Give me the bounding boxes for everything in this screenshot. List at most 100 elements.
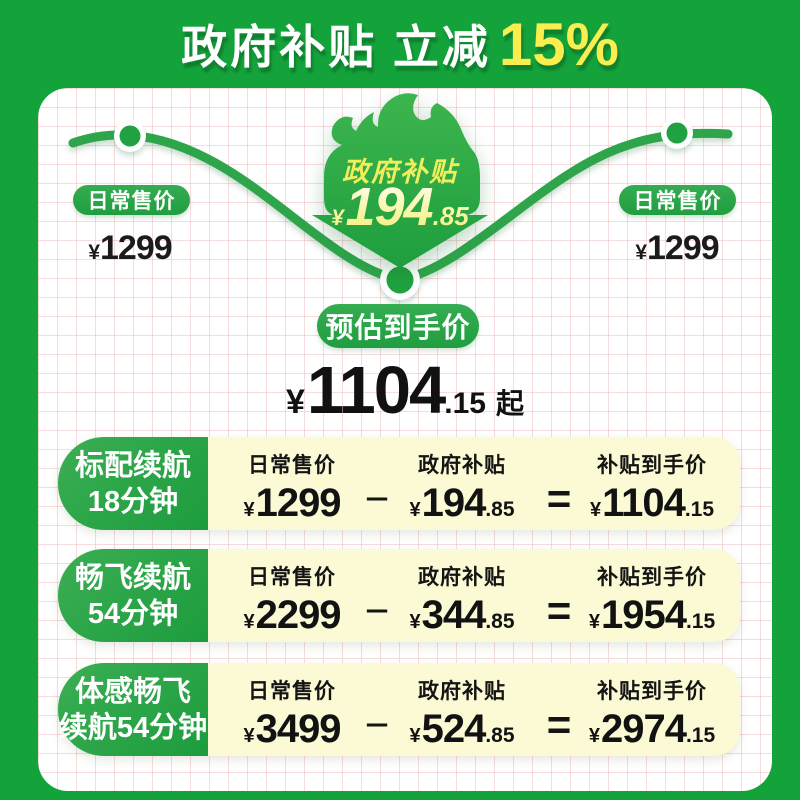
flame-icon bbox=[312, 93, 488, 268]
subsidy-header: 政府补贴 bbox=[417, 454, 506, 477]
currency-symbol: ¥ bbox=[409, 499, 421, 521]
daily-price-header: 日常售价 bbox=[247, 454, 336, 477]
final-int: 1954 bbox=[600, 593, 687, 637]
final-price-header: 补贴到手价 bbox=[596, 454, 707, 477]
daily-price-value: ¥ 2299 bbox=[243, 593, 342, 638]
final-price-value: ¥ 1954 .15 bbox=[589, 593, 715, 638]
daily-price-pill-right: 日常售价 bbox=[619, 185, 736, 215]
currency-symbol: ¥ bbox=[243, 611, 255, 633]
subsidy-col: 政府补贴 ¥ 344 .85 bbox=[409, 561, 514, 638]
variant-name-line2: 续航54分钟 bbox=[58, 711, 208, 744]
currency-symbol: ¥ bbox=[409, 725, 421, 747]
currency-symbol: ¥ bbox=[88, 241, 101, 264]
estimate-price-int: 1104 bbox=[306, 353, 446, 428]
equals-operator: = bbox=[546, 701, 572, 748]
currency-symbol: ¥ bbox=[331, 205, 344, 230]
subsidy-dec: .85 bbox=[485, 498, 515, 521]
variant-row: 标配续航 18分钟 日常售价 ¥ 1299 − 政府补贴 ¥ bbox=[58, 437, 740, 530]
final-price-col: 补贴到手价 ¥ 1104 .15 bbox=[590, 449, 714, 526]
final-dec: .15 bbox=[685, 610, 716, 633]
banner-title: 政府补贴 立减 bbox=[181, 21, 491, 73]
final-price-col: 补贴到手价 ¥ 2974 .15 bbox=[589, 675, 715, 752]
price-breakdown-panel: 日常售价 ¥ 1299 − 政府补贴 ¥ 194 .85 = bbox=[208, 437, 740, 530]
daily-price-left-value: 1299 bbox=[100, 229, 173, 267]
currency-symbol: ¥ bbox=[285, 383, 305, 421]
price-curve bbox=[68, 117, 733, 300]
promo-banner: 政府补贴 立减 15% bbox=[0, 0, 800, 88]
variant-label: 畅飞续航 54分钟 bbox=[58, 549, 208, 642]
subsidy-int: 194 bbox=[421, 481, 487, 525]
variant-name-line1: 体感畅飞 bbox=[74, 675, 191, 708]
subsidy-header: 政府补贴 bbox=[417, 680, 506, 703]
price-breakdown-panel: 日常售价 ¥ 3499 − 政府补贴 ¥ 524 .85 = bbox=[208, 663, 740, 756]
daily-price-header: 日常售价 bbox=[247, 680, 336, 703]
daily-price-right: ¥ 1299 bbox=[607, 229, 747, 268]
price-breakdown-panel: 日常售价 ¥ 2299 − 政府补贴 ¥ 344 .85 = bbox=[208, 549, 740, 642]
currency-symbol: ¥ bbox=[243, 725, 255, 747]
minus-operator: − bbox=[364, 587, 390, 634]
subsidy-col: 政府补贴 ¥ 524 .85 bbox=[409, 675, 514, 752]
final-price-header: 补贴到手价 bbox=[597, 680, 707, 703]
subsidy-value: ¥ 194 .85 bbox=[409, 481, 514, 526]
subsidy-header: 政府补贴 bbox=[417, 566, 506, 589]
subsidy-amount-dec: .85 bbox=[432, 201, 469, 231]
price-card: 政府补贴 ¥ 194 .85 日常售价 ¥ 1299 日常售价 ¥ 1299 预… bbox=[38, 88, 772, 791]
variant-row: 体感畅飞 续航54分钟 日常售价 ¥ 3499 − 政府补贴 ¥ bbox=[58, 663, 740, 756]
daily-int: 1299 bbox=[255, 481, 342, 525]
subsidy-col: 政府补贴 ¥ 194 .85 bbox=[409, 449, 514, 526]
curve-dot-left bbox=[119, 125, 141, 147]
subsidy-int: 524 bbox=[421, 707, 487, 751]
subsidy-value: ¥ 344 .85 bbox=[409, 593, 514, 638]
daily-price-col: 日常售价 ¥ 2299 bbox=[243, 561, 342, 638]
daily-int: 3499 bbox=[255, 707, 342, 751]
flame-subsidy-label: 政府补贴 bbox=[342, 157, 458, 187]
final-price-value: ¥ 2974 .15 bbox=[589, 707, 715, 752]
variant-name-line2: 18分钟 bbox=[87, 485, 179, 518]
final-dec: .15 bbox=[685, 724, 716, 747]
subsidy-dec: .85 bbox=[485, 610, 515, 633]
estimate-price-suffix: 起 bbox=[495, 388, 524, 419]
final-price-col: 补贴到手价 ¥ 1954 .15 bbox=[589, 561, 715, 638]
subsidy-flame-badge: 政府补贴 ¥ 194 .85 bbox=[300, 90, 500, 270]
daily-price-value: ¥ 1299 bbox=[243, 481, 342, 526]
final-price-header: 补贴到手价 bbox=[597, 566, 707, 589]
daily-price-left: ¥ 1299 bbox=[60, 229, 200, 268]
equals-operator: = bbox=[546, 587, 572, 634]
subsidy-value: ¥ 524 .85 bbox=[409, 707, 514, 752]
banner-discount-accent: 15% bbox=[498, 10, 619, 78]
variant-row: 畅飞续航 54分钟 日常售价 ¥ 2299 − 政府补贴 ¥ bbox=[58, 549, 740, 642]
flame-subsidy-amount: ¥ 194 .85 bbox=[300, 176, 500, 238]
curve-dot-right bbox=[666, 122, 688, 144]
daily-price-pill-left: 日常售价 bbox=[73, 185, 190, 215]
daily-int: 2299 bbox=[255, 593, 342, 637]
currency-symbol: ¥ bbox=[588, 725, 600, 747]
daily-price-value: ¥ 3499 bbox=[243, 707, 342, 752]
estimate-price-pill: 预估到手价 bbox=[317, 304, 479, 348]
daily-price-col: 日常售价 ¥ 3499 bbox=[243, 675, 342, 752]
currency-symbol: ¥ bbox=[588, 611, 600, 633]
equals-operator: = bbox=[546, 475, 572, 522]
final-int: 2974 bbox=[600, 707, 687, 751]
estimate-price: ¥ 1104 .15 起 bbox=[38, 352, 772, 429]
currency-symbol: ¥ bbox=[589, 499, 602, 521]
subsidy-dec: .85 bbox=[485, 724, 515, 747]
final-price-value: ¥ 1104 .15 bbox=[590, 481, 714, 526]
daily-price-col: 日常售价 ¥ 1299 bbox=[243, 449, 342, 526]
daily-price-header: 日常售价 bbox=[247, 566, 336, 589]
final-dec: .15 bbox=[684, 498, 715, 521]
variant-label: 体感畅飞 续航54分钟 bbox=[58, 663, 208, 756]
subsidy-int: 344 bbox=[421, 593, 487, 637]
variant-name-line1: 畅飞续航 bbox=[74, 561, 191, 594]
minus-operator: − bbox=[364, 475, 390, 522]
final-int: 1104 bbox=[602, 481, 686, 525]
variant-name-line1: 标配续航 bbox=[74, 449, 191, 482]
daily-price-right-value: 1299 bbox=[647, 229, 720, 267]
estimate-price-dec: .15 bbox=[444, 387, 486, 420]
variant-name-line2: 54分钟 bbox=[87, 597, 179, 630]
variant-label: 标配续航 18分钟 bbox=[58, 437, 208, 530]
minus-operator: − bbox=[364, 701, 390, 748]
curve-dot-bottom bbox=[386, 266, 414, 294]
subsidy-amount-int: 194 bbox=[345, 177, 433, 237]
currency-symbol: ¥ bbox=[635, 241, 648, 264]
